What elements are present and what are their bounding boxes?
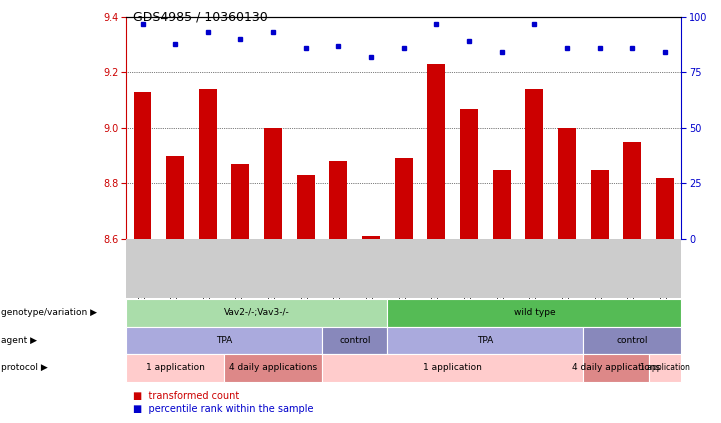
Bar	[133, 92, 151, 239]
Text: agent ▶: agent ▶	[1, 336, 37, 345]
Bar	[460, 109, 478, 239]
Text: protocol ▶: protocol ▶	[1, 363, 48, 372]
Bar	[166, 156, 184, 239]
Text: ■  transformed count: ■ transformed count	[133, 390, 239, 401]
Text: TPA: TPA	[477, 336, 494, 345]
Text: TPA: TPA	[216, 336, 232, 345]
Bar	[526, 89, 544, 239]
Bar	[362, 236, 380, 239]
Text: control: control	[616, 336, 648, 345]
Text: 1 application: 1 application	[146, 363, 205, 372]
Bar	[329, 161, 348, 239]
Text: wild type: wild type	[513, 308, 555, 317]
Text: genotype/variation ▶: genotype/variation ▶	[1, 308, 97, 317]
Text: Vav2-/-;Vav3-/-: Vav2-/-;Vav3-/-	[224, 308, 290, 317]
Bar	[558, 128, 576, 239]
Text: 4 daily applications: 4 daily applications	[572, 363, 660, 372]
Bar	[590, 170, 609, 239]
Bar	[297, 175, 315, 239]
Bar	[199, 89, 217, 239]
Bar	[656, 178, 674, 239]
Bar	[395, 159, 412, 239]
Text: ■  percentile rank within the sample: ■ percentile rank within the sample	[133, 404, 314, 415]
Text: 4 daily applications: 4 daily applications	[229, 363, 317, 372]
Bar	[264, 128, 282, 239]
Text: control: control	[339, 336, 371, 345]
Text: GDS4985 / 10360130: GDS4985 / 10360130	[133, 11, 268, 24]
Text: 1 application: 1 application	[640, 363, 690, 372]
Text: 1 application: 1 application	[423, 363, 482, 372]
Bar	[231, 164, 249, 239]
Bar	[624, 142, 642, 239]
Bar	[492, 170, 510, 239]
Bar	[428, 64, 446, 239]
